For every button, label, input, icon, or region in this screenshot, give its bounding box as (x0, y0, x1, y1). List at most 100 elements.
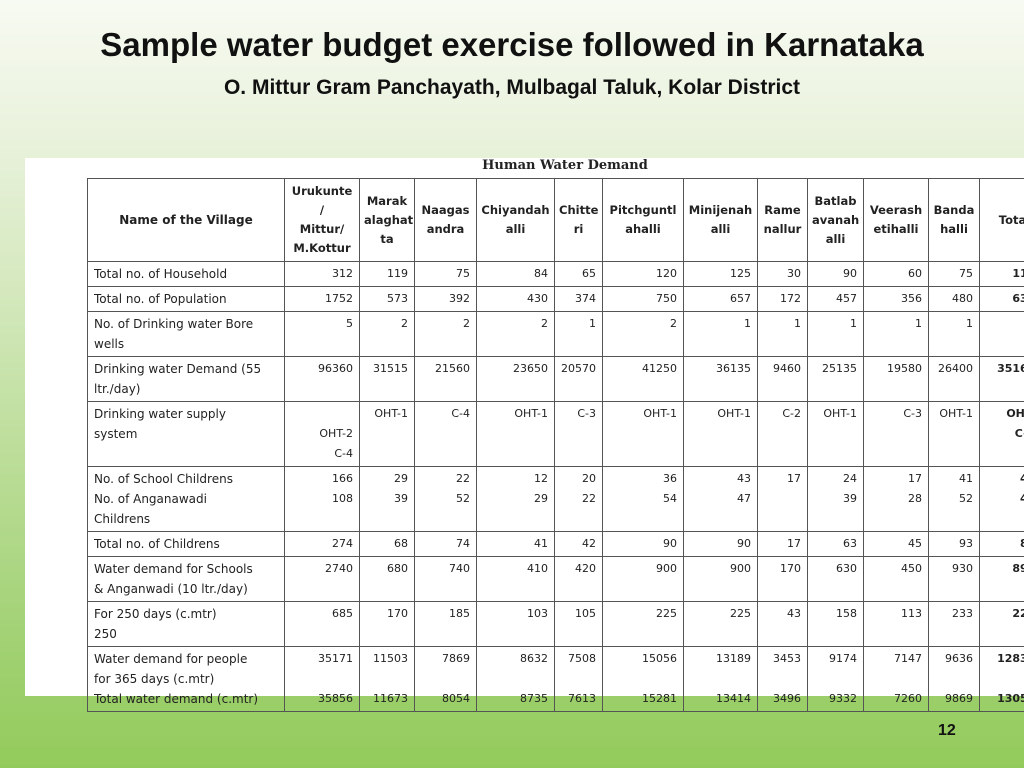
row-total: 6393 (979, 286, 1024, 312)
table-row: No. of Drinking water Bore wells 5 2 2 2 1 2 1 1… (87, 311, 1024, 357)
table-cell: 2740 (284, 556, 360, 602)
row-label: No. of Drinking water Bore wells (87, 311, 285, 357)
table-cell: 68 (359, 531, 415, 557)
table-cell: 9636 9869 (928, 646, 980, 712)
table-cell: 20 22 (554, 466, 603, 532)
table-cell: 450 (863, 556, 929, 602)
row-label: Total no. of Household (87, 261, 285, 287)
table-cell: 420 (554, 556, 603, 602)
row-label: For 250 days (c.mtr) 250 (87, 601, 285, 647)
column-header: Naagas andra (414, 178, 477, 262)
row-total: 19 (979, 311, 1024, 357)
row-total: 427 470 (979, 466, 1024, 532)
table-cell: OHT-1 (359, 401, 415, 467)
table-cell: 392 (414, 286, 477, 312)
table-cell: 21560 (414, 356, 477, 402)
table-cell: 43 47 (683, 466, 758, 532)
table-cell: 1 (683, 311, 758, 357)
table-header-row: Name of the Village Urukunte / Mittur/ M… (87, 178, 1024, 262)
table-cell: 573 (359, 286, 415, 312)
table-cell: 7147 7260 (863, 646, 929, 712)
row-label: Total no. of Childrens (87, 531, 285, 557)
column-header-total: Total (979, 178, 1024, 262)
table-row: No. of School Childrens No. of Anganawad… (87, 466, 1024, 532)
table-cell: 9174 9332 (807, 646, 864, 712)
column-header: Veerash etihalli (863, 178, 929, 262)
table-cell: 170 (757, 556, 808, 602)
column-header: Minijenah alli (683, 178, 758, 262)
table-cell: 1 (863, 311, 929, 357)
table-cell: 1 (928, 311, 980, 357)
table-cell: 7869 8054 (414, 646, 477, 712)
table-cell: 17 (757, 466, 808, 532)
table-cell: 11503 11673 (359, 646, 415, 712)
table-cell: 274 (284, 531, 360, 557)
table-cell: 158 (807, 601, 864, 647)
table-cell: 2 (414, 311, 477, 357)
table-cell: OHT-1 (928, 401, 980, 467)
table-cell: 42 (554, 531, 603, 557)
table-row: Total no. of Population 1752 573 392 430 374 7… (87, 286, 1024, 312)
table-body: Total no. of Household 312 119 75 84 65 120 125… (87, 261, 1024, 712)
table-cell: 25135 (807, 356, 864, 402)
table-cell: 90 (807, 261, 864, 287)
table-cell: 172 (757, 286, 808, 312)
table-cell: 657 (683, 286, 758, 312)
row-label: Water demand for people for 365 days (c.… (87, 646, 285, 712)
table-cell: 9460 (757, 356, 808, 402)
row-label: Total no. of Population (87, 286, 285, 312)
table-cell: 2 (359, 311, 415, 357)
slide-title: Sample water budget exercise followed in… (100, 26, 924, 63)
table-cell: 120 (602, 261, 684, 287)
table-cell: 7508 7613 (554, 646, 603, 712)
table-cell: OHT-1 (602, 401, 684, 467)
table-cell: 1752 (284, 286, 360, 312)
table-cell: 20570 (554, 356, 603, 402)
table-cell: 1 (554, 311, 603, 357)
table-cell: 24 39 (807, 466, 864, 532)
row-total: 897 (979, 531, 1024, 557)
table-cell: 1 (807, 311, 864, 357)
table-cell: 43 (757, 601, 808, 647)
table-cell: 2 (476, 311, 555, 357)
row-total: OHT-9 C-16 (979, 401, 1024, 467)
table-row: Total no. of Household 312 119 75 84 65 120 125… (87, 261, 1024, 287)
table-cell: C-3 (554, 401, 603, 467)
table-cell: 225 (602, 601, 684, 647)
table-cell: 60 (863, 261, 929, 287)
table-cell: 19580 (863, 356, 929, 402)
table-cell: 23650 (476, 356, 555, 402)
table-cell: 430 (476, 286, 555, 312)
table-cell: 90 (602, 531, 684, 557)
table-cell: C-2 (757, 401, 808, 467)
column-header: Chitte ri (554, 178, 603, 262)
table-cell: 8632 8735 (476, 646, 555, 712)
table-cell: OHT-2 C-4 (284, 401, 360, 467)
table-row: Drinking water supply system OHT-2 C-4 OH… (87, 401, 1024, 467)
table-cell: 740 (414, 556, 477, 602)
slide-subtitle: O. Mittur Gram Panchayath, Mulbagal Talu… (223, 76, 801, 99)
table-cell: 1 (757, 311, 808, 357)
table-cell: 125 (683, 261, 758, 287)
row-label: Drinking water Demand (55 ltr./day) (87, 356, 285, 402)
table-cell: 17 (757, 531, 808, 557)
table-cell: 685 (284, 601, 360, 647)
row-label: Drinking water supply system (87, 401, 285, 467)
table-row: Total no. of Childrens 274 68 74 41 42 90 90 17 6… (87, 531, 1024, 557)
table-cell: 103 (476, 601, 555, 647)
table-cell: 36 54 (602, 466, 684, 532)
table-cell: 96360 (284, 356, 360, 402)
table-cell: 119 (359, 261, 415, 287)
table-row: Drinking water Demand (55 ltr./day) 96360… (87, 356, 1024, 402)
table-cell: 26400 (928, 356, 980, 402)
table-cell: 356 (863, 286, 929, 312)
table-cell: 75 (414, 261, 477, 287)
table-cell: OHT-1 (807, 401, 864, 467)
row-total: 1155 (979, 261, 1024, 287)
table-caption: Human Water Demand (482, 158, 648, 173)
row-total: 128339 130584 (979, 646, 1024, 712)
column-header: Chiyandah alli (476, 178, 555, 262)
table-cell: 30 (757, 261, 808, 287)
table-cell: 74 (414, 531, 477, 557)
table-cell: 15056 15281 (602, 646, 684, 712)
